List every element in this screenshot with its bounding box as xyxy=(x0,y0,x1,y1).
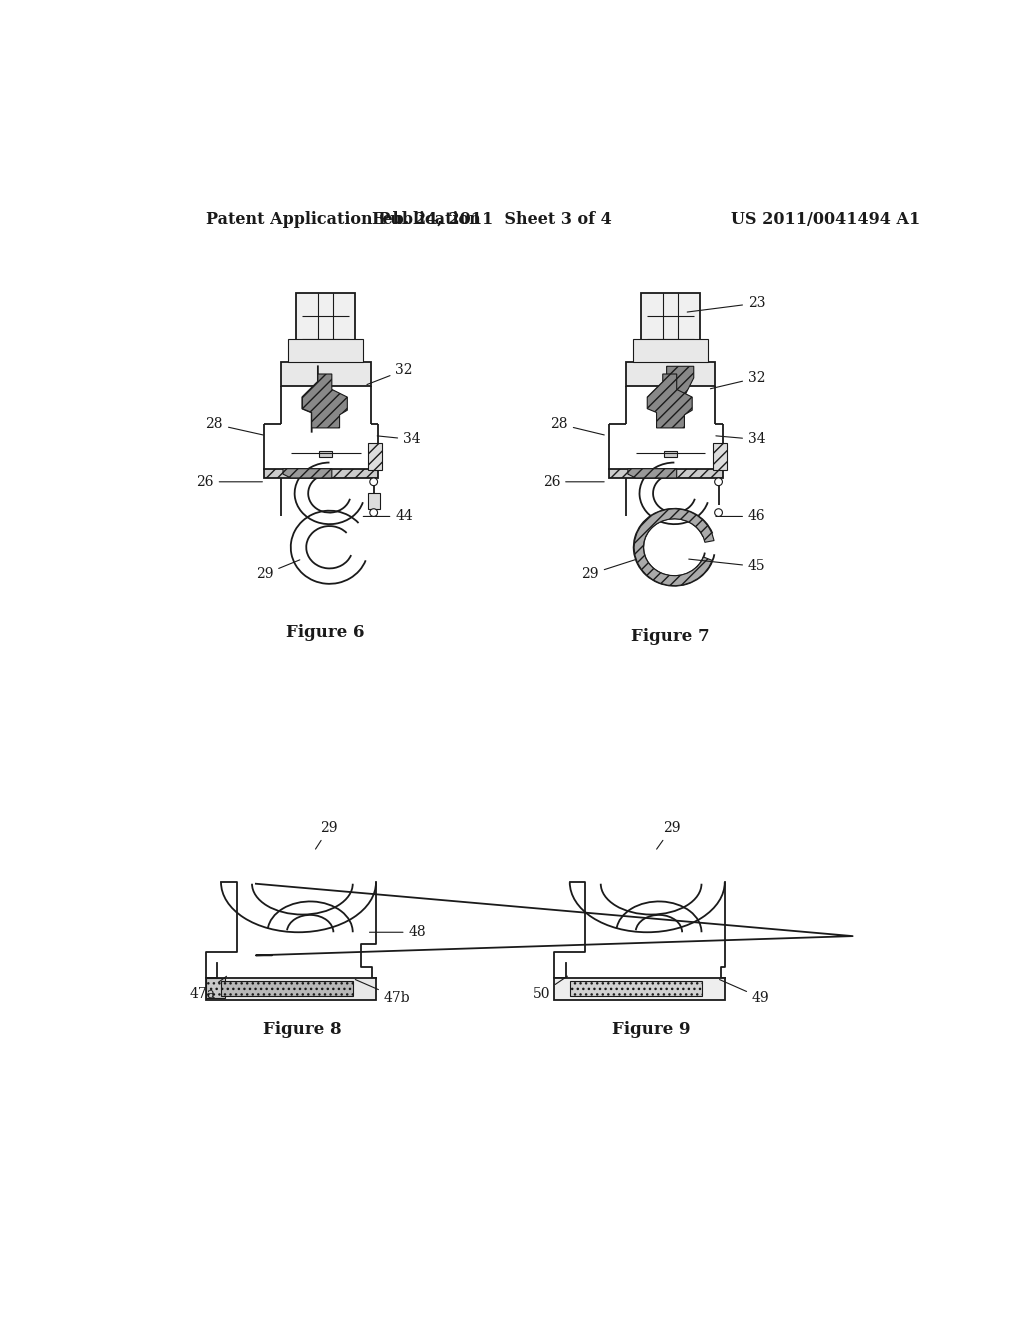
Text: 50: 50 xyxy=(532,977,567,1001)
Bar xyxy=(665,451,677,457)
Polygon shape xyxy=(634,508,714,586)
Polygon shape xyxy=(302,374,347,428)
Text: Figure 8: Figure 8 xyxy=(263,1020,342,1038)
Bar xyxy=(206,978,225,998)
Polygon shape xyxy=(628,469,677,478)
Circle shape xyxy=(370,508,378,516)
Text: 32: 32 xyxy=(711,371,766,389)
Text: 23: 23 xyxy=(687,296,766,312)
Bar xyxy=(608,469,723,478)
Text: 46: 46 xyxy=(716,510,766,524)
Polygon shape xyxy=(283,469,332,478)
Bar xyxy=(554,978,725,1001)
Text: 44: 44 xyxy=(364,510,413,524)
Bar xyxy=(369,444,382,470)
Text: 32: 32 xyxy=(367,363,413,384)
Bar xyxy=(641,293,700,367)
Bar xyxy=(296,293,355,367)
Text: 29: 29 xyxy=(656,821,680,849)
Bar xyxy=(289,339,362,363)
Text: US 2011/0041494 A1: US 2011/0041494 A1 xyxy=(731,211,921,228)
Bar xyxy=(281,363,371,385)
Bar xyxy=(633,339,708,363)
Text: 34: 34 xyxy=(377,433,421,446)
Bar xyxy=(319,451,332,457)
Polygon shape xyxy=(647,374,692,428)
Circle shape xyxy=(715,478,722,486)
Text: 49: 49 xyxy=(720,979,769,1005)
Polygon shape xyxy=(667,367,693,397)
Text: 45: 45 xyxy=(689,560,766,573)
Text: Figure 7: Figure 7 xyxy=(631,628,710,645)
Text: 29: 29 xyxy=(315,821,338,849)
Bar xyxy=(626,363,716,385)
Text: 26: 26 xyxy=(197,475,262,488)
Text: 26: 26 xyxy=(543,475,604,488)
Text: 28: 28 xyxy=(206,417,263,436)
Text: 47a: 47a xyxy=(190,977,226,1001)
Text: 48: 48 xyxy=(370,925,426,940)
Bar xyxy=(206,978,376,1001)
Bar xyxy=(369,494,380,508)
Bar xyxy=(569,981,701,997)
Bar xyxy=(713,444,727,470)
Text: 29: 29 xyxy=(256,560,300,581)
Text: 34: 34 xyxy=(716,433,766,446)
Text: 47b: 47b xyxy=(355,979,411,1005)
Text: Figure 6: Figure 6 xyxy=(287,624,365,642)
Text: Feb. 24, 2011  Sheet 3 of 4: Feb. 24, 2011 Sheet 3 of 4 xyxy=(373,211,612,228)
Text: 29: 29 xyxy=(582,560,635,581)
Circle shape xyxy=(715,508,722,516)
Text: Patent Application Publication: Patent Application Publication xyxy=(206,211,480,228)
Text: Figure 9: Figure 9 xyxy=(612,1020,690,1038)
Bar xyxy=(221,981,352,997)
Text: 28: 28 xyxy=(550,417,604,436)
Circle shape xyxy=(370,478,378,486)
Bar xyxy=(263,469,378,478)
